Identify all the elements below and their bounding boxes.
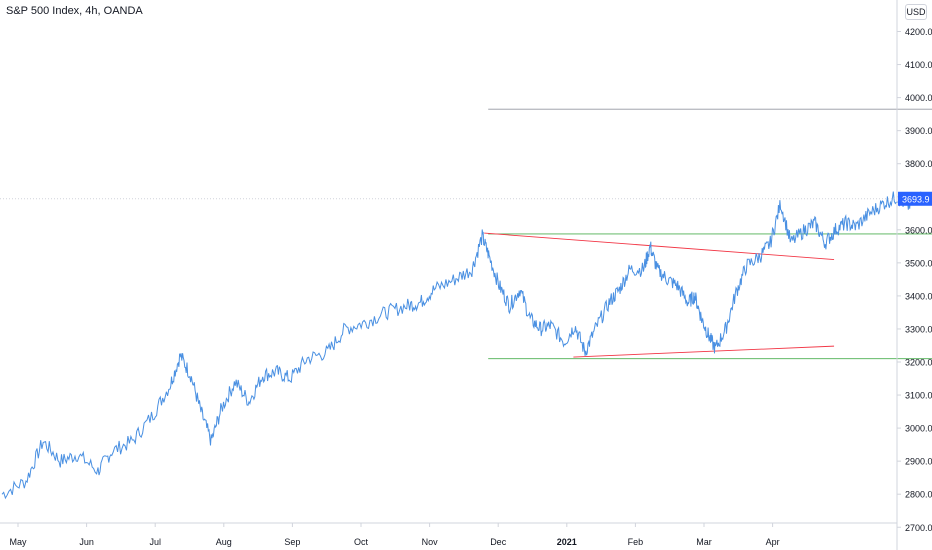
x-tick-label: Jul [149, 537, 161, 547]
y-tick-label: 3500.0 [905, 258, 932, 268]
x-tick-label: May [9, 537, 27, 547]
y-tick-label: 2900.0 [905, 457, 932, 467]
y-tick-label: 2700.0 [905, 523, 932, 533]
trendline[interactable] [573, 345, 835, 358]
x-tick-label: Apr [766, 537, 780, 547]
x-tick-label: Feb [628, 537, 644, 547]
y-tick-label: 3800.0 [905, 159, 932, 169]
y-tick-label: 2800.0 [905, 490, 932, 500]
time-axis[interactable]: May Jun Jul Aug Sep Oct Nov Dec 2021 Feb Mar Apr [9, 523, 780, 547]
x-tick-label: Jun [79, 537, 94, 547]
x-tick-label: Mar [696, 537, 712, 547]
y-tick-label: 3100.0 [905, 391, 932, 401]
currency-button[interactable]: USD [905, 4, 927, 20]
y-tick-label: 3900.0 [905, 126, 932, 136]
y-tick-label: 3600.0 [905, 225, 932, 235]
x-tick-label: Sep [284, 537, 300, 547]
y-tick-label: 3200.0 [905, 358, 932, 368]
last-price-badge: 3693.9 [898, 191, 932, 206]
x-tick-label: Dec [490, 537, 507, 547]
y-tick-label: 3400.0 [905, 291, 932, 301]
y-tick-label: 3300.0 [905, 324, 932, 334]
trendline[interactable] [484, 232, 835, 260]
x-tick-label: 2021 [557, 537, 577, 547]
price-line [1, 191, 929, 500]
symbol-title: S&P 500 Index, 4h, OANDA [6, 5, 143, 17]
last-price-label: 3693.9 [902, 194, 930, 204]
y-tick-label: 4000.0 [905, 93, 932, 103]
x-tick-label: Oct [354, 537, 369, 547]
y-tick-label: 4200.0 [905, 27, 932, 37]
x-tick-label: Nov [422, 537, 439, 547]
y-tick-label: 3000.0 [905, 424, 932, 434]
y-tick-label: 4100.0 [905, 60, 932, 70]
x-tick-label: Aug [216, 537, 232, 547]
price-axis[interactable]: 2700.0 2800.0 2900.0 3000.0 3100.0 3200.0 3300… [897, 27, 932, 533]
